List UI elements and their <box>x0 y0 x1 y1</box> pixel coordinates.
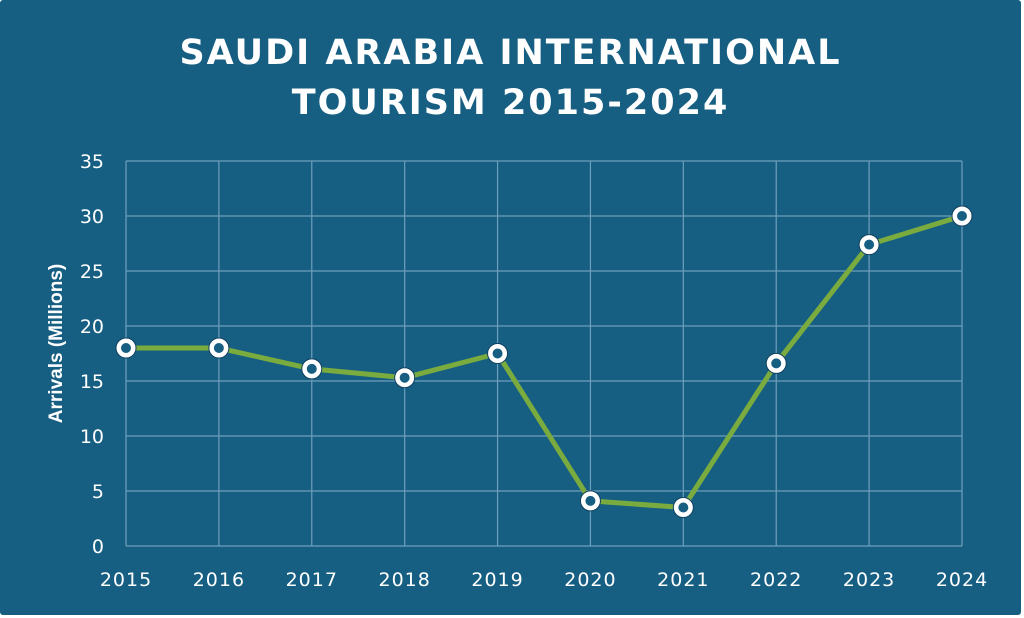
data-point-center <box>121 343 131 353</box>
x-tick-label: 2018 <box>378 569 430 591</box>
data-point-center <box>864 239 875 250</box>
data-points <box>115 205 973 518</box>
data-point-center <box>957 211 967 221</box>
y-tick-label: 15 <box>80 371 104 393</box>
y-tick-label: 10 <box>80 426 104 448</box>
y-tick-label: 20 <box>80 316 104 338</box>
data-point <box>858 234 880 256</box>
y-tick-label: 5 <box>92 481 104 503</box>
y-tick-label: 0 <box>92 536 104 558</box>
chart-title-line-1: SAUDI ARABIA INTERNATIONAL <box>179 33 842 73</box>
data-point-center <box>213 343 224 353</box>
x-tick-label: 2019 <box>471 569 523 591</box>
x-tick-label: 2015 <box>100 569 152 591</box>
data-point <box>951 205 973 227</box>
data-point-center <box>306 363 317 374</box>
x-axis-ticks: 2015 2016 2017 2018 2019 2020 2021 2022 2023 2024 <box>100 569 988 591</box>
data-point <box>208 337 230 359</box>
x-tick-label: 2022 <box>750 569 802 591</box>
y-axis-label: Arrivals (Millions) <box>46 264 67 423</box>
data-point <box>301 358 323 380</box>
x-tick-label: 2023 <box>843 569 895 591</box>
data-point <box>765 352 787 374</box>
y-tick-label: 25 <box>80 261 104 283</box>
y-tick-label: 35 <box>80 151 104 173</box>
data-point-center <box>771 358 782 369</box>
data-point <box>579 490 601 512</box>
y-tick-label: 30 <box>80 206 104 228</box>
series-line <box>123 213 965 510</box>
data-point-center <box>399 372 410 383</box>
data-point-center <box>492 348 503 359</box>
data-point <box>487 343 509 364</box>
y-axis-ticks: 0 5 10 15 20 25 30 35 <box>80 151 104 558</box>
x-tick-label: 2024 <box>936 569 988 591</box>
x-tick-label: 2021 <box>657 569 709 591</box>
data-point-center <box>678 502 689 513</box>
chart-title-line-2: TOURISM 2015-2024 <box>291 83 730 123</box>
data-point <box>672 497 694 518</box>
data-point <box>115 337 137 359</box>
x-tick-label: 2016 <box>193 569 245 591</box>
x-tick-label: 2017 <box>286 569 338 591</box>
chart-title: SAUDI ARABIA INTERNATIONAL TOURISM 2015-… <box>0 28 1021 128</box>
x-tick-label: 2020 <box>564 569 616 591</box>
data-point-center <box>585 495 596 506</box>
data-point <box>394 367 416 389</box>
